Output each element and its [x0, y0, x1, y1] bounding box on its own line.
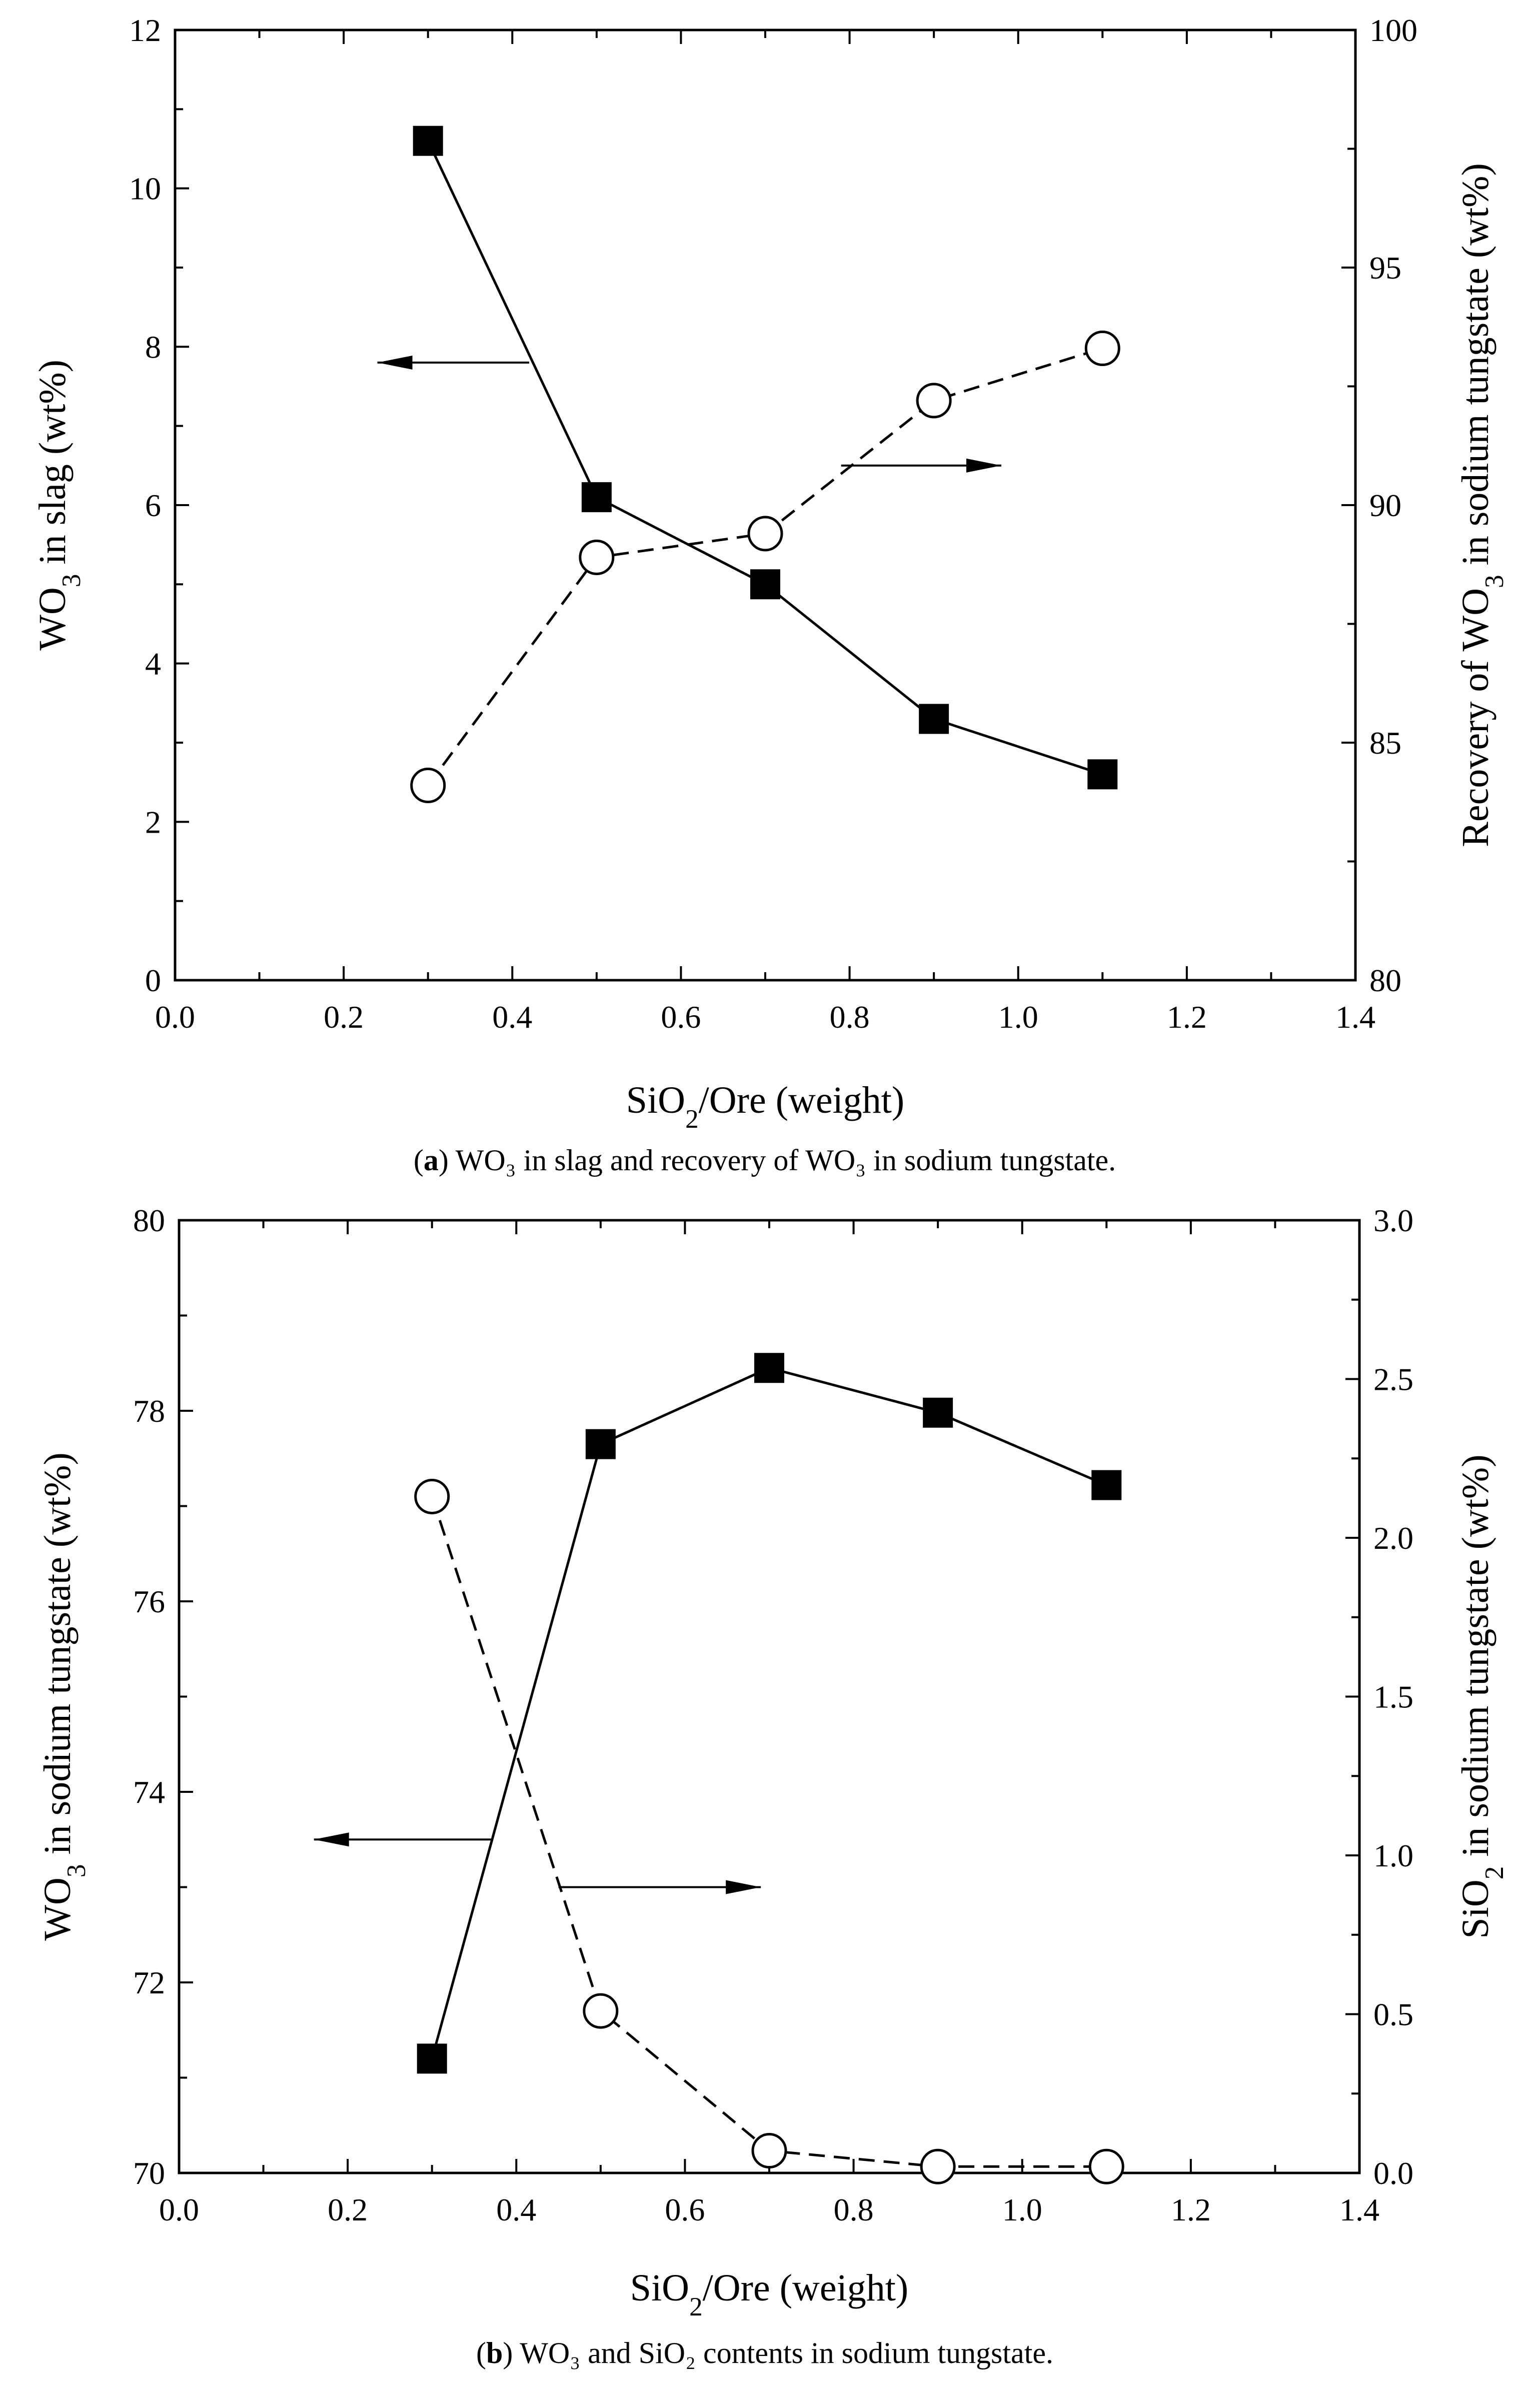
y2-axis-title: Recovery of WO3 in sodium tungstate (wt%…: [1454, 163, 1509, 847]
y2-tick-label: 95: [1369, 250, 1401, 286]
x-tick-label: 0.2: [328, 2192, 368, 2227]
data-point-circle: [583, 1993, 619, 2029]
data-point-square: [581, 482, 612, 513]
data-point-circle: [410, 768, 446, 803]
x-tick-label: 0.8: [834, 2192, 874, 2227]
y-tick-label: 72: [133, 1965, 165, 2000]
data-point-circle: [579, 540, 615, 575]
x-tick-label: 0.4: [496, 2192, 536, 2227]
x-tick-label: 1.4: [1335, 999, 1375, 1035]
x-tick-label: 0.2: [324, 999, 364, 1035]
y2-tick-label: 85: [1369, 725, 1401, 761]
y2-tick-label: 2.5: [1373, 1362, 1413, 1397]
y2-tick-label: 2.0: [1373, 1520, 1413, 1556]
right-arrow-head: [726, 1880, 761, 1894]
x-tick-label: 1.4: [1339, 2192, 1379, 2227]
y2-axis-title: SiO2 in sodium tungstate (wt%): [1454, 1454, 1509, 1938]
x-tick-label: 0.6: [661, 999, 701, 1035]
y2-tick-label: 3.0: [1373, 1203, 1413, 1238]
y2-tick-label: 0.0: [1373, 2155, 1413, 2191]
y-tick-label: 0: [145, 963, 161, 998]
x-axis-title: SiO2/Ore (weight): [626, 1079, 904, 1134]
x-tick-label: 0.0: [155, 999, 195, 1035]
y-axis-title: WO3 in slag (wt%): [32, 360, 86, 651]
data-point-circle: [1088, 2148, 1124, 2184]
series-line-right: [427, 347, 1103, 786]
data-point-square: [919, 704, 949, 734]
x-tick-label: 0.6: [665, 2192, 705, 2227]
series-line-left: [427, 140, 1103, 776]
x-tick-label: 1.2: [1171, 2192, 1211, 2227]
data-point-square: [413, 126, 443, 156]
y-tick-label: 8: [145, 329, 161, 365]
figure-caption: (b) WO₃ and SiO₂ contents in sodium tung…: [476, 2336, 1053, 2369]
data-point-circle: [414, 1478, 450, 1514]
y-tick-label: 4: [145, 646, 161, 682]
y-tick-label: 76: [133, 1584, 165, 1619]
figure-caption: (a) WO₃ in slag and recovery of WO₃ in s…: [414, 1144, 1116, 1177]
x-tick-label: 1.2: [1167, 999, 1207, 1035]
y2-tick-label: 100: [1369, 13, 1417, 48]
series-line-left: [431, 1366, 1107, 2059]
series-line-right: [431, 1496, 1107, 2168]
data-point-square: [923, 1397, 953, 1428]
left-arrow-head: [377, 356, 413, 370]
x-tick-label: 0.0: [159, 2192, 199, 2227]
x-tick-label: 1.0: [1002, 2192, 1042, 2227]
x-tick-label: 1.0: [998, 999, 1038, 1035]
plot-frame: [174, 29, 1357, 982]
x-tick-label: 0.8: [830, 999, 870, 1035]
y-tick-label: 80: [133, 1203, 165, 1238]
data-point-circle: [916, 383, 952, 419]
data-point-circle: [751, 2133, 787, 2169]
y-tick-label: 78: [133, 1393, 165, 1429]
data-point-square: [417, 2043, 447, 2074]
y2-tick-label: 90: [1369, 488, 1401, 523]
data-point-square: [750, 569, 780, 600]
data-point-circle: [920, 2148, 956, 2184]
y-tick-label: 74: [133, 1774, 165, 1810]
right-arrow-head: [966, 458, 1001, 473]
x-axis-title: SiO2/Ore (weight): [630, 2267, 908, 2321]
chart-panel-b: 0.0 0.2 0.4 0.6 0.8 1.0 1.2 1.4 70 72 74 76 78 80 0.0 0…: [37, 1203, 1509, 2369]
data-point-square: [754, 1353, 784, 1383]
y-axis-title: WO3 in sodium tungstate (wt%): [37, 1452, 91, 1940]
data-point-circle: [747, 516, 783, 552]
left-arrow-head: [314, 1832, 349, 1847]
data-point-square: [1087, 759, 1118, 790]
y2-tick-label: 1.0: [1373, 1838, 1413, 1873]
y2-tick-label: 80: [1369, 963, 1401, 998]
y2-tick-label: 1.5: [1373, 1679, 1413, 1715]
data-point-square: [585, 1429, 616, 1459]
y-tick-label: 2: [145, 804, 161, 840]
data-point-square: [1091, 1470, 1122, 1500]
chart-panel-a: 0.0 0.2 0.4 0.6 0.8 1.0 1.2 1.4 0 2 4 6 8 10 12 80 85 90 9…: [32, 13, 1509, 1177]
data-point-circle: [1084, 331, 1120, 366]
x-tick-label: 0.4: [492, 999, 532, 1035]
y-tick-label: 10: [129, 171, 161, 207]
y-tick-label: 70: [133, 2155, 165, 2191]
y-tick-label: 6: [145, 488, 161, 523]
y2-tick-label: 0.5: [1373, 1997, 1413, 2032]
y-tick-label: 12: [129, 13, 161, 48]
